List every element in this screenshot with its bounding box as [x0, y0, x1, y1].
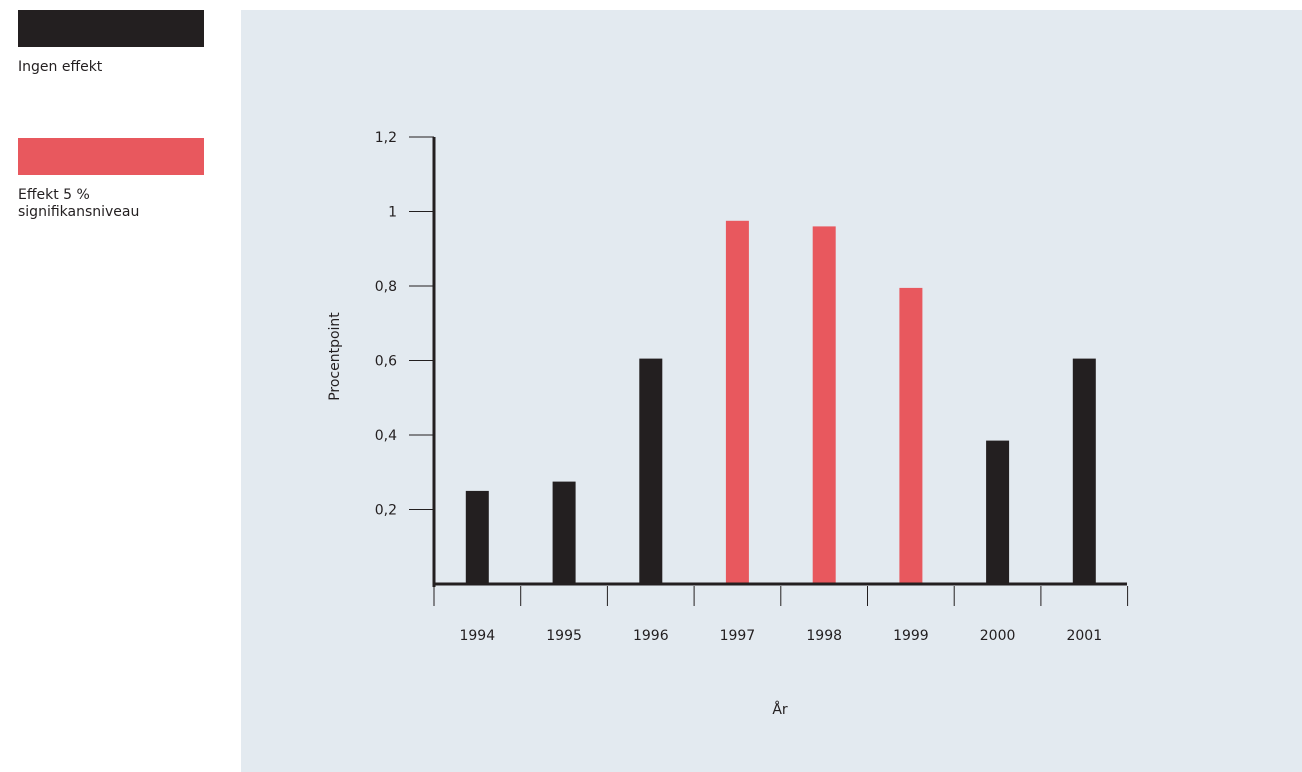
- bar-chart: 0,20,40,60,811,2 1994 1995 1996 1997 1998 199…: [327, 130, 1129, 718]
- y-tick-label: 1: [388, 205, 397, 221]
- x-axis-label: År: [772, 701, 788, 718]
- legend-label-no-effect: Ingen effekt: [18, 59, 103, 75]
- legend-item-significant-effect: Effekt 5 % signifikansniveau: [18, 138, 208, 221]
- x-tick-label: 1999: [893, 628, 929, 644]
- plot-panel: 0,2 0,4 0,6 0,8 1 1,2 1994 1995 1996 1997 1998 199…: [241, 10, 1302, 772]
- x-tick-label: 2000: [980, 628, 1016, 644]
- y-tick-label: 0,8: [375, 279, 397, 295]
- legend-label-significant-effect: Effekt 5 % signifikansniveau: [18, 187, 140, 220]
- bar-1997: [725, 220, 749, 585]
- y-axis: 0,2 0,4 0,6 0,8 1 1,2: [375, 130, 436, 587]
- x-tick-label: 1995: [546, 628, 582, 644]
- x-tick-label: 1997: [720, 628, 756, 644]
- bar-1999: [899, 287, 923, 584]
- legend-item-no-effect: Ingen effekt: [18, 10, 208, 76]
- legend-swatch-significant-effect: [18, 138, 204, 175]
- bar-2001: [1072, 358, 1096, 584]
- x-tick-label: 1994: [459, 628, 495, 644]
- bar-1995: [552, 481, 576, 584]
- y-tick-label: 0,6: [375, 354, 397, 370]
- x-tick-label: 2001: [1066, 628, 1102, 644]
- x-axis: 1994 1995 1996 1997 1998 1999 2000 2001: [433, 582, 1129, 644]
- bar-1996: [639, 358, 663, 584]
- bar-1994: [465, 490, 489, 584]
- y-tick-label: 0,4: [375, 428, 397, 444]
- y-tick-label: 1,2: [375, 130, 397, 146]
- x-tick-label: 1996: [633, 628, 669, 644]
- y-axis-label: Procentpoint: [327, 312, 343, 401]
- legend-swatch-no-effect: [18, 10, 204, 47]
- bars-group: [465, 220, 1096, 585]
- bar-1998: [812, 226, 836, 584]
- x-tick-label: 1998: [806, 628, 842, 644]
- y-tick-label: 0,2: [375, 503, 397, 519]
- bar-2000: [986, 440, 1010, 584]
